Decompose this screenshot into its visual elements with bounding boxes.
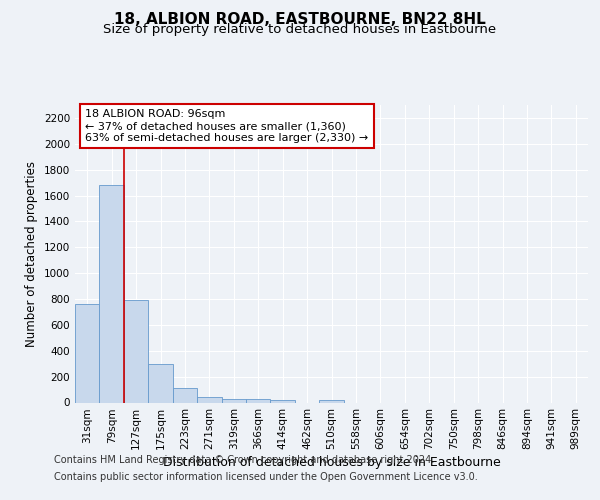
X-axis label: Distribution of detached houses by size in Eastbourne: Distribution of detached houses by size … bbox=[163, 456, 500, 469]
Text: Contains HM Land Registry data © Crown copyright and database right 2024.: Contains HM Land Registry data © Crown c… bbox=[54, 455, 434, 465]
Bar bbox=[197, 396, 221, 402]
Bar bbox=[319, 400, 344, 402]
Bar bbox=[148, 364, 173, 403]
Text: Size of property relative to detached houses in Eastbourne: Size of property relative to detached ho… bbox=[103, 22, 497, 36]
Bar bbox=[124, 300, 148, 402]
Bar bbox=[246, 400, 271, 402]
Bar bbox=[221, 398, 246, 402]
Y-axis label: Number of detached properties: Number of detached properties bbox=[25, 161, 38, 347]
Text: 18 ALBION ROAD: 96sqm
← 37% of detached houses are smaller (1,360)
63% of semi-d: 18 ALBION ROAD: 96sqm ← 37% of detached … bbox=[85, 110, 368, 142]
Bar bbox=[100, 185, 124, 402]
Bar bbox=[271, 400, 295, 402]
Bar bbox=[75, 304, 100, 402]
Text: Contains public sector information licensed under the Open Government Licence v3: Contains public sector information licen… bbox=[54, 472, 478, 482]
Bar bbox=[173, 388, 197, 402]
Text: 18, ALBION ROAD, EASTBOURNE, BN22 8HL: 18, ALBION ROAD, EASTBOURNE, BN22 8HL bbox=[114, 12, 486, 28]
